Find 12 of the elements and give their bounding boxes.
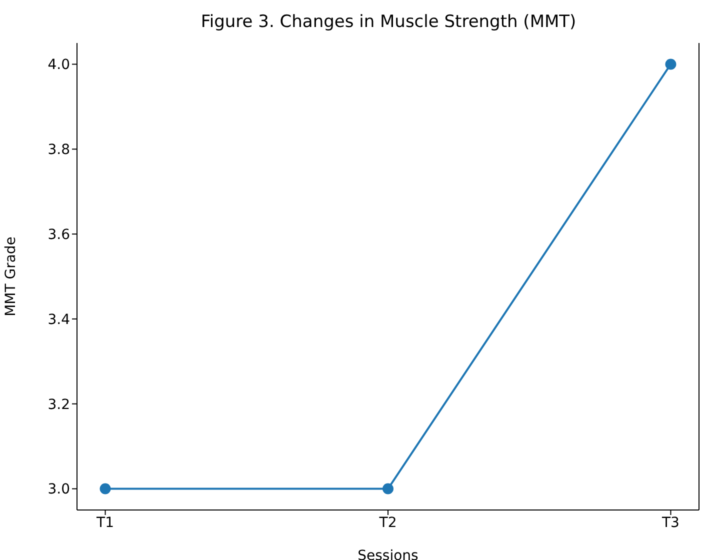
x-tick-label: T3 [660,514,680,531]
y-tick-label: 3.2 [48,396,70,413]
y-tick-label: 3.0 [48,482,70,498]
x-tick-label: T2 [378,514,397,531]
y-tick-label: 3.6 [48,227,70,244]
y-axis-title: MMT Grade [2,236,19,316]
y-tick-label: 3.4 [48,312,70,328]
x-axis-title: Sessions [358,548,418,560]
x-tick-label: T1 [96,514,114,531]
chart-title: Figure 3. Changes in Muscle Strength (MMT) [200,12,578,32]
y-tick-label: 4.0 [48,57,70,74]
y-tick-label: 3.8 [48,142,70,158]
